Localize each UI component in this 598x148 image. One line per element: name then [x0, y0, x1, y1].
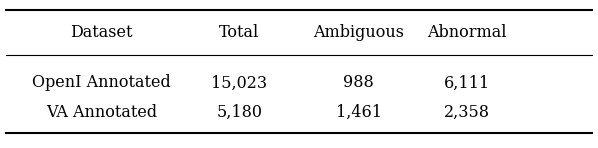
Text: VA Annotated: VA Annotated [46, 104, 157, 121]
Text: Dataset: Dataset [71, 24, 133, 41]
Text: Ambiguous: Ambiguous [313, 24, 404, 41]
Text: 1,461: 1,461 [336, 104, 382, 121]
Text: Total: Total [219, 24, 260, 41]
Text: 15,023: 15,023 [211, 74, 267, 91]
Text: 988: 988 [343, 74, 374, 91]
Text: Abnormal: Abnormal [427, 24, 506, 41]
Text: 2,358: 2,358 [444, 104, 489, 121]
Text: 6,111: 6,111 [443, 74, 490, 91]
Text: OpenI Annotated: OpenI Annotated [32, 74, 171, 91]
Text: 5,180: 5,180 [216, 104, 262, 121]
